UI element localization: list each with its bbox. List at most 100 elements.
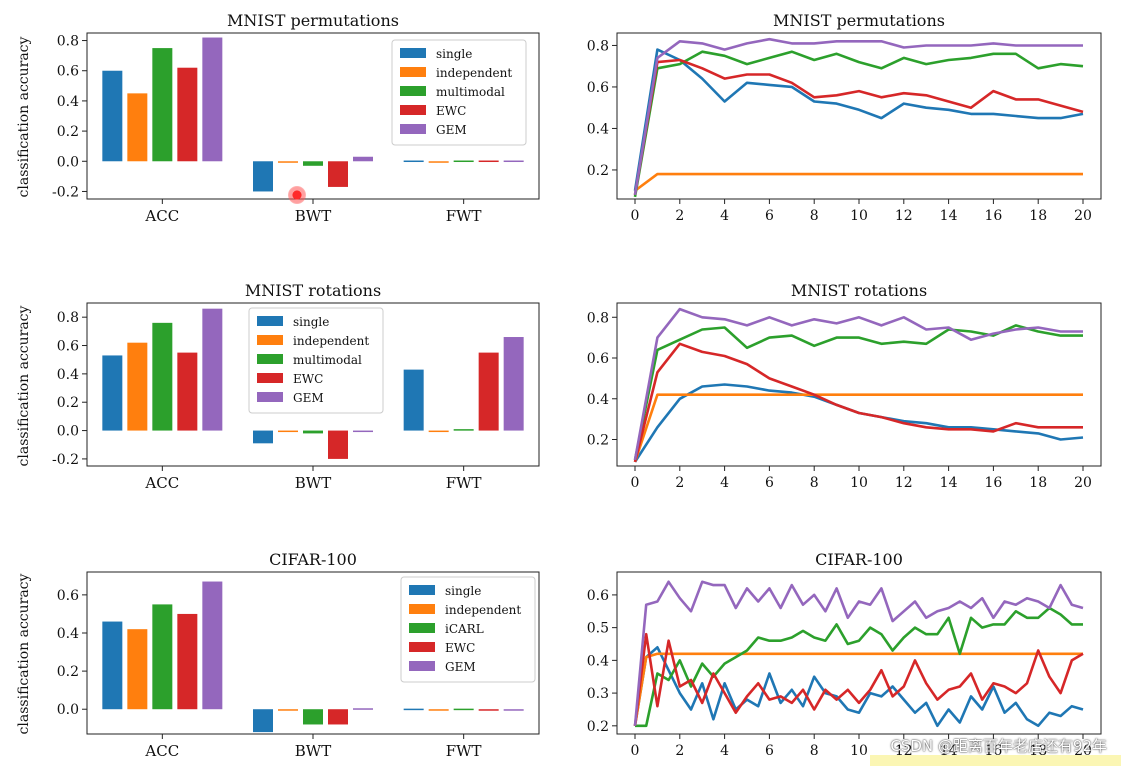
series-line-multimodal: [633, 324, 1083, 461]
legend-label: GEM: [293, 391, 324, 405]
cursor-click-indicator: [288, 186, 306, 204]
x-tick-label: 14: [940, 475, 958, 491]
y-tick-label: 0.8: [587, 38, 609, 54]
x-tick-label: 10: [850, 208, 868, 224]
x-tick-label: 0: [631, 208, 640, 224]
bar-EWC-BWT: [328, 709, 348, 725]
x-tick-label: 4: [720, 208, 729, 224]
bar-single-FWT: [403, 369, 424, 431]
plot-frame: [616, 302, 1102, 467]
legend-label: multimodal: [293, 353, 362, 367]
legend-swatch-single: [409, 585, 435, 595]
legend-label: GEM: [445, 660, 476, 674]
legend-swatch-GEM: [257, 392, 283, 402]
bar-single-BWT: [253, 161, 273, 192]
series-line-iCARL: [635, 606, 1083, 728]
chart-panel-0: MNIST permutations ACC BWT FWT -0.2 0.0 0.2 0.4…: [16, 11, 540, 225]
bar-EWC-BWT: [328, 430, 348, 459]
chart-panel-2: MNIST rotations ACC BWT FWT -0.2 0.0 0.2 0.4 0.6…: [16, 281, 540, 492]
x-tick-label: 2: [675, 475, 684, 491]
y-tick-label: 0.2: [587, 163, 609, 179]
x-tick-label: 18: [1029, 208, 1047, 224]
bar-independent-ACC: [127, 342, 148, 431]
bar-single-ACC: [102, 70, 123, 162]
legend-swatch-independent: [257, 335, 283, 345]
y-tick-label: -0.2: [52, 452, 79, 468]
x-tick-label: 4: [720, 743, 729, 759]
y-tick-label: 0.4: [57, 367, 79, 383]
legend-swatch-single: [257, 316, 283, 326]
y-tick-label: 0.2: [57, 124, 79, 140]
bar-GEM-ACC: [202, 37, 223, 162]
legend-label: independent: [293, 334, 369, 348]
series-line-independent: [633, 393, 1083, 463]
legend-swatch-multimodal: [257, 354, 283, 364]
bar-iCARL-BWT: [303, 709, 323, 725]
chart-panel-3: MNIST rotations 0 2 4 6 8 10 12 14 16 18 20 0.2 0.4 0.…: [587, 281, 1102, 491]
bar-independent-BWT: [278, 161, 298, 163]
y-tick-label: 0.0: [57, 154, 79, 170]
x-tick-label: BWT: [295, 474, 331, 492]
legend-swatch-independent: [409, 604, 435, 614]
bar-independent-FWT: [428, 430, 449, 433]
plot-frame: [86, 32, 540, 200]
x-tick-label: FWT: [446, 474, 482, 492]
bar-multimodal-BWT: [303, 161, 323, 166]
legend-swatch-GEM: [409, 661, 435, 671]
legend-label: GEM: [436, 123, 467, 137]
legend-swatch-GEM: [400, 124, 426, 134]
legend-box: [391, 39, 527, 146]
plot-frame: [616, 571, 1102, 735]
x-tick-label: 8: [810, 208, 819, 224]
legend-label: EWC: [436, 104, 466, 118]
bar-multimodal-ACC: [152, 48, 173, 162]
y-tick-label: 0.4: [587, 392, 609, 408]
bar-GEM-ACC: [202, 581, 223, 710]
x-tick-label: 8: [810, 743, 819, 759]
y-tick-label: 0.4: [587, 121, 609, 137]
chart-title: MNIST permutations: [227, 11, 399, 30]
x-tick-label: 20: [1074, 208, 1092, 224]
bar-single-BWT: [253, 430, 273, 444]
plot-frame: [86, 571, 540, 735]
legend-box: [400, 576, 536, 683]
bar-multimodal-FWT: [453, 160, 474, 163]
bar-iCARL-ACC: [152, 604, 173, 710]
series-line-GEM: [633, 307, 1083, 461]
y-tick-label: 0.5: [587, 621, 609, 637]
x-tick-label: 20: [1074, 475, 1092, 491]
x-tick-label: 12: [895, 208, 913, 224]
bar-single-FWT: [403, 160, 424, 163]
y-axis-label: classification accuracy: [16, 305, 32, 466]
legend-swatch-EWC: [409, 642, 435, 652]
chart-title: CIFAR-100: [269, 550, 357, 569]
watermark: CSDN @距离百年老店还有92年: [890, 737, 1107, 755]
x-tick-label: 6: [765, 475, 774, 491]
y-axis-label: classification accuracy: [16, 573, 32, 734]
x-tick-label: 0: [631, 743, 640, 759]
series-line-independent: [633, 652, 1083, 727]
series-line-EWC: [633, 342, 1083, 463]
chart-panel-4: CIFAR-100 ACC BWT FWT 0.0 0.2 0.4 0.6 classifica…: [16, 550, 540, 760]
x-tick-label: 12: [895, 475, 913, 491]
chart-title: MNIST permutations: [773, 11, 945, 30]
bar-EWC-ACC: [177, 352, 198, 431]
bar-EWC-ACC: [177, 613, 198, 710]
chart-panel-1: MNIST permutations 0 2 4 6 8 10 12 14 16 18 20 0.2 0.…: [587, 11, 1102, 224]
bar-GEM-FWT: [503, 709, 524, 711]
series-line-GEM: [633, 37, 1083, 196]
x-tick-label: 2: [675, 208, 684, 224]
y-tick-label: 0.3: [587, 686, 609, 702]
y-axis-label: classification accuracy: [16, 36, 32, 197]
y-tick-label: 0.2: [587, 433, 609, 449]
series-line-EWC: [633, 58, 1084, 196]
legend-swatch-single: [400, 48, 426, 58]
bar-EWC-BWT: [328, 161, 348, 187]
bar-EWC-FWT: [478, 160, 499, 163]
legend-label: EWC: [445, 641, 475, 655]
y-tick-label: 0.6: [587, 351, 609, 367]
bar-EWC-FWT: [478, 352, 499, 431]
plot-frame: [616, 32, 1102, 200]
x-tick-label: BWT: [295, 207, 331, 225]
series-line-EWC: [633, 632, 1084, 726]
